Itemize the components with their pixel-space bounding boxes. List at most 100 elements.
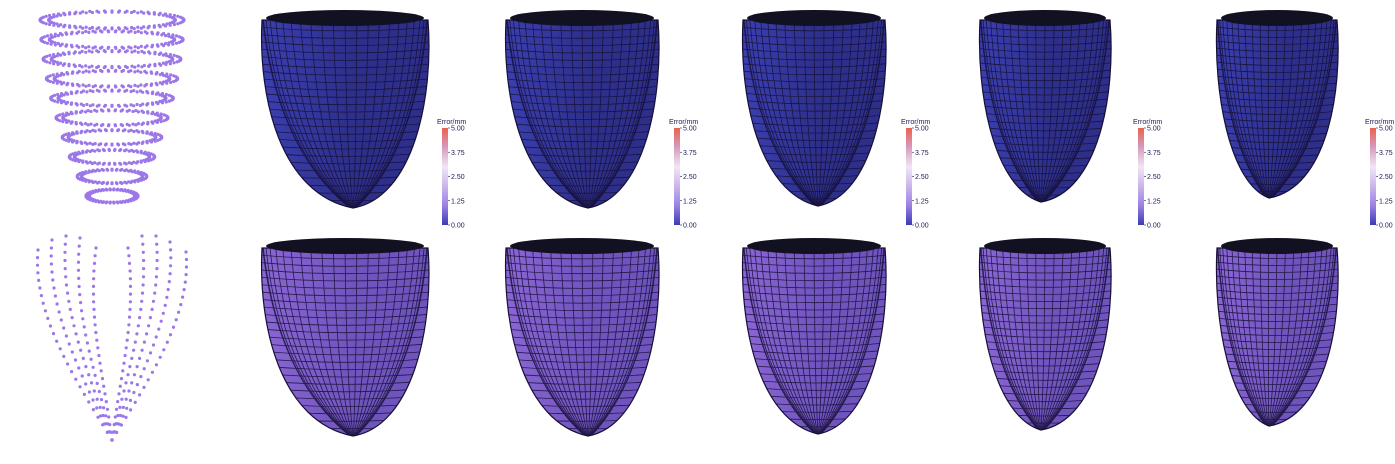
point bbox=[141, 110, 145, 114]
point bbox=[114, 168, 118, 172]
point bbox=[154, 92, 158, 96]
point bbox=[43, 309, 48, 313]
point bbox=[93, 45, 97, 49]
point bbox=[148, 132, 152, 136]
point bbox=[93, 30, 97, 34]
point bbox=[51, 332, 56, 336]
colorbar-gradient bbox=[674, 128, 680, 225]
point bbox=[61, 112, 65, 116]
point bbox=[146, 378, 150, 382]
point bbox=[58, 113, 62, 117]
point bbox=[85, 129, 89, 133]
point bbox=[91, 103, 95, 107]
point bbox=[119, 168, 123, 172]
point bbox=[125, 109, 129, 113]
point bbox=[158, 73, 162, 77]
point bbox=[161, 61, 165, 65]
point bbox=[159, 134, 163, 138]
point bbox=[146, 122, 150, 126]
point bbox=[100, 69, 104, 73]
point bbox=[155, 120, 159, 124]
point bbox=[147, 154, 151, 158]
colorbar-tick-label: 1.25 bbox=[1147, 198, 1161, 205]
point bbox=[136, 46, 140, 50]
point bbox=[133, 400, 137, 404]
point bbox=[96, 346, 100, 350]
point bbox=[93, 323, 97, 327]
point bbox=[141, 131, 145, 135]
point bbox=[55, 72, 59, 76]
point bbox=[131, 109, 135, 114]
point bbox=[92, 315, 97, 319]
point bbox=[84, 11, 88, 15]
heart-mesh-wide bbox=[260, 238, 430, 437]
point bbox=[103, 50, 107, 54]
point bbox=[152, 25, 156, 29]
point bbox=[81, 83, 85, 87]
point bbox=[44, 14, 48, 18]
point bbox=[99, 129, 103, 133]
colorbar-tick-label: 2.50 bbox=[1379, 174, 1393, 181]
point bbox=[100, 45, 104, 49]
point bbox=[127, 261, 132, 265]
point bbox=[68, 24, 72, 28]
point bbox=[140, 49, 144, 54]
point bbox=[80, 374, 84, 378]
point bbox=[158, 93, 162, 97]
point bbox=[120, 30, 124, 34]
point bbox=[87, 400, 91, 404]
point bbox=[172, 37, 176, 41]
point bbox=[138, 356, 142, 360]
point bbox=[125, 406, 129, 410]
point bbox=[84, 170, 88, 174]
point bbox=[160, 101, 165, 105]
point bbox=[117, 65, 121, 69]
point bbox=[113, 109, 117, 113]
point bbox=[116, 142, 120, 146]
point bbox=[87, 49, 91, 53]
point bbox=[107, 109, 111, 113]
point bbox=[100, 84, 104, 88]
point bbox=[105, 188, 109, 192]
point bbox=[117, 50, 121, 54]
point bbox=[81, 31, 85, 35]
point bbox=[95, 397, 99, 401]
point bbox=[50, 270, 54, 274]
point bbox=[56, 12, 61, 16]
point bbox=[75, 139, 79, 143]
point bbox=[71, 152, 75, 156]
point bbox=[68, 307, 72, 311]
point bbox=[166, 115, 170, 119]
point bbox=[93, 129, 97, 133]
point bbox=[139, 307, 143, 311]
point bbox=[77, 276, 81, 280]
point bbox=[168, 240, 172, 244]
point bbox=[113, 123, 117, 127]
point bbox=[98, 405, 102, 409]
point bbox=[167, 34, 171, 38]
point bbox=[168, 272, 172, 276]
point bbox=[79, 102, 83, 106]
point bbox=[145, 131, 149, 135]
point bbox=[177, 310, 181, 314]
point bbox=[157, 327, 161, 331]
point bbox=[159, 115, 163, 119]
point bbox=[132, 348, 136, 352]
point bbox=[100, 377, 105, 381]
point bbox=[93, 149, 97, 153]
point bbox=[77, 252, 81, 256]
point bbox=[113, 69, 117, 73]
point bbox=[130, 381, 134, 385]
point bbox=[169, 264, 173, 268]
point bbox=[102, 200, 106, 204]
point bbox=[73, 358, 78, 362]
point bbox=[123, 103, 127, 107]
point bbox=[129, 408, 133, 412]
point bbox=[140, 173, 144, 178]
colorbar-title: Error/mm bbox=[1365, 119, 1394, 126]
point bbox=[166, 287, 170, 292]
point bbox=[88, 27, 92, 31]
point bbox=[176, 22, 180, 26]
point bbox=[52, 53, 56, 57]
point bbox=[81, 317, 85, 321]
